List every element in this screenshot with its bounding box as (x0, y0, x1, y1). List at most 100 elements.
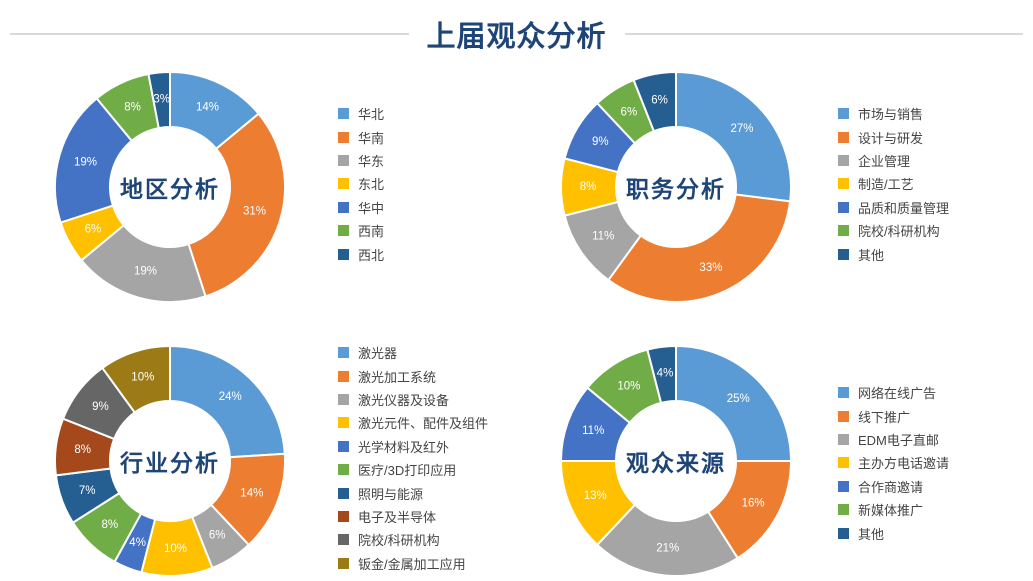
slice-percent-label: 10% (164, 543, 187, 555)
legend-marker (838, 248, 849, 260)
slice-percent-label: 6% (621, 107, 638, 119)
legend-marker (338, 131, 349, 143)
legend-job: 市场与销售设计与研发企业管理制造/工艺品质和质量管理 院校/科研机构 其他 (838, 102, 949, 266)
legend-label: 其他 (858, 247, 885, 263)
legend-item: 照明与能源 (338, 481, 488, 504)
legend-item: 院校/科研机构 (338, 528, 488, 551)
slice-percent-label: 14% (196, 101, 219, 113)
slice-percent-label: 8% (74, 444, 91, 456)
legend-label: 市场与销售 (858, 107, 924, 123)
header-rule-left (10, 33, 409, 35)
legend-item: 新媒体推广 (838, 498, 949, 521)
slice-percent-label: 27% (730, 123, 753, 135)
legend-item: 设计与研发 (838, 125, 949, 148)
legend-label: 电子及半导体 (358, 509, 437, 525)
legend-marker (338, 154, 349, 166)
donut-slice (147, 70, 171, 130)
legend-label: 华南 (358, 130, 385, 146)
slice-percent-label: 8% (101, 519, 118, 531)
donut-slice (675, 344, 793, 462)
legend-label: 企业管理 (858, 153, 911, 169)
legend-marker (338, 108, 349, 120)
legend-marker (338, 370, 349, 382)
legend-item: 院校/科研机构 (838, 219, 949, 242)
slice-percent-label: 14% (240, 487, 263, 499)
legend-marker (338, 440, 349, 452)
legend-item: 华东 (338, 149, 384, 172)
legend-label: 主办方电话邀请 (858, 456, 950, 472)
legend-item: 合作商邀请 (838, 475, 949, 498)
legend-marker (338, 225, 349, 237)
header-rule-right (624, 33, 1024, 35)
legend-marker (338, 201, 349, 213)
donut-slice (646, 344, 677, 405)
donut-slice (187, 112, 286, 298)
legend-item: 网络在线广告 (838, 381, 949, 404)
legend-marker (338, 487, 349, 499)
legend-item: EDM电子直邮 (838, 428, 949, 451)
legend-label: 华中 (358, 200, 385, 216)
legend-label: 激光加工系统 (358, 369, 437, 385)
legend-label: 光学材料及红外 (358, 439, 450, 455)
legend-item: 企业管理 (838, 149, 949, 172)
legend-item: 主办方电话邀请 (838, 451, 949, 474)
legend-marker (338, 510, 349, 522)
legend-item: 激光仪器及设备 (338, 388, 488, 411)
legend-item: 医疗/3D打印应用 (338, 458, 488, 481)
legend-item: 华南 (338, 125, 384, 148)
legend-marker (338, 178, 349, 190)
slice-percent-label: 9% (592, 136, 609, 148)
legend-label: 品质和质量管理 (858, 200, 950, 216)
donut-chart-source: 25% 16% 21% 13% 11% 10% 4% (559, 344, 793, 577)
legend-item: 其他 (838, 242, 949, 265)
slice-percent-label: 33% (699, 262, 722, 274)
legend-label: 西北 (358, 247, 385, 263)
legend-marker (338, 347, 349, 359)
legend-label: 合作商邀请 (858, 479, 924, 495)
legend-label: EDM电子直邮 (858, 432, 939, 448)
legend-label: 院校/科研机构 (358, 533, 440, 549)
legend-label: 激光器 (358, 346, 398, 362)
slice-percent-label: 10% (131, 371, 154, 383)
legend-label: 设计与研发 (858, 130, 924, 146)
slice-percent-label: 19% (134, 266, 157, 278)
page-header: 上届观众分析 (0, 14, 1033, 54)
legend-label: 医疗/3D打印应用 (358, 463, 457, 479)
legend-source: 网络在线广告 线下推广 EDM电子直邮 主办方电话邀请 合作商邀请 新媒体推广 其他 (838, 381, 949, 545)
legend-marker (838, 131, 849, 143)
slice-percent-label: 4% (657, 368, 674, 380)
slice-percent-label: 4% (129, 537, 146, 549)
legend-marker (338, 393, 349, 405)
legend-marker (838, 457, 849, 469)
legend-label: 激光元件、配件及组件 (358, 416, 489, 432)
donut-slice (675, 70, 792, 203)
legend-item: 线下推广 (838, 404, 949, 427)
legend-label: 华东 (358, 153, 385, 169)
legend-marker (338, 557, 349, 569)
legend-label: 院校/科研机构 (858, 224, 940, 240)
legend-marker (838, 178, 849, 190)
slice-percent-label: 7% (79, 485, 96, 497)
slice-percent-label: 6% (651, 95, 668, 107)
legend-marker (338, 417, 349, 429)
legend-label: 线下推广 (858, 409, 911, 425)
slice-percent-label: 10% (617, 381, 640, 393)
legend-item: 光学材料及红外 (338, 435, 488, 458)
legend-item: 激光器 (338, 341, 488, 364)
legend-label: 制造/工艺 (858, 177, 914, 193)
slice-percent-label: 19% (74, 156, 97, 168)
legend-marker (838, 433, 849, 445)
legend-marker (338, 248, 349, 260)
chart-group-region: 14% 31% 19% 6% 19% 8% 3% 地区分析 (50, 67, 290, 307)
slice-percent-label: 6% (209, 529, 226, 541)
legend-marker (838, 527, 849, 539)
legend-label: 激光仪器及设备 (358, 392, 450, 408)
legend-item: 制造/工艺 (838, 172, 949, 195)
legend-marker (838, 225, 849, 237)
legend-marker (838, 154, 849, 166)
slice-percent-label: 31% (243, 206, 266, 218)
legend-item: 东北 (338, 172, 384, 195)
legend-label: 西南 (358, 224, 385, 240)
donut-chart-job: 27% 33% 11% 8% 9% 6% 6% (560, 70, 792, 303)
slice-percent-label: 24% (219, 391, 242, 403)
